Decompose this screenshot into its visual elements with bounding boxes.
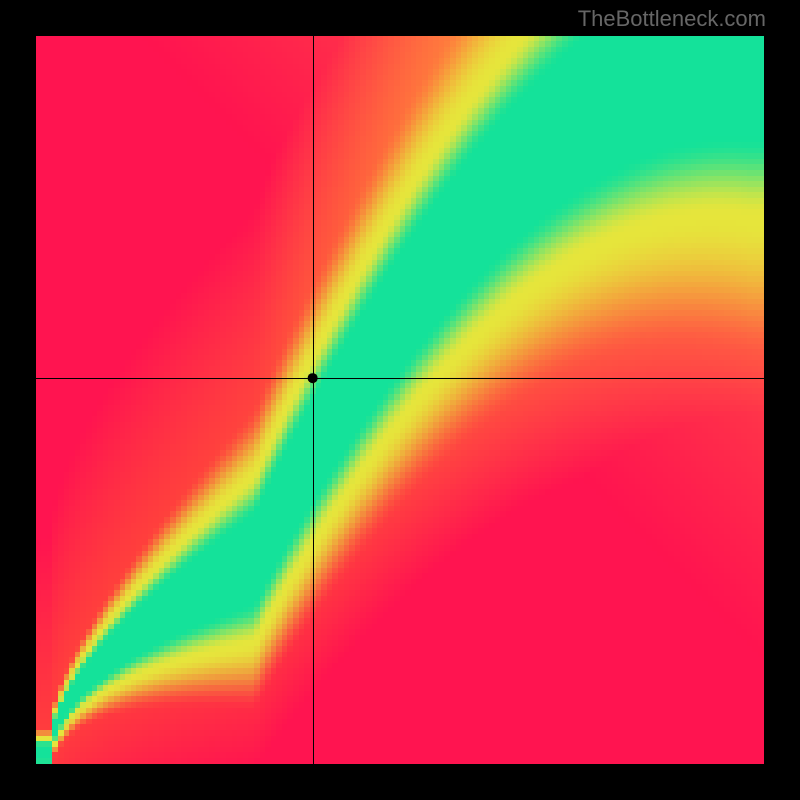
heatmap-canvas [36,36,764,764]
watermark-text: TheBottleneck.com [578,6,766,32]
chart-frame: TheBottleneck.com [0,0,800,800]
heatmap-plot [36,36,764,764]
